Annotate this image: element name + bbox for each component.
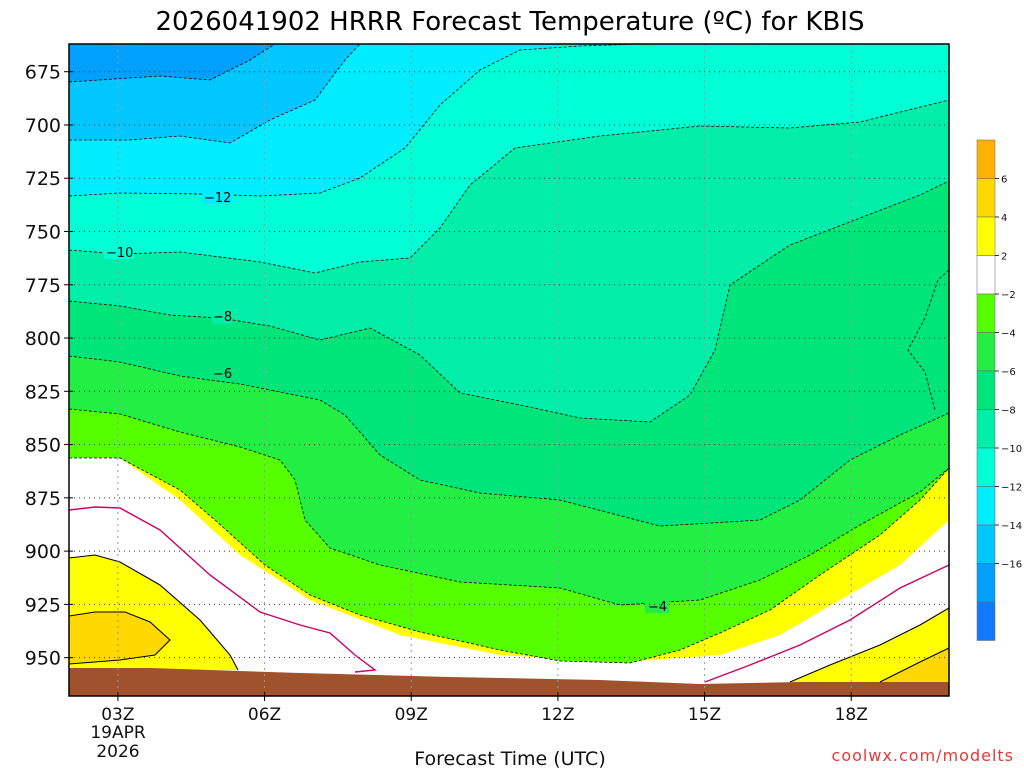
colorbar-label: −4 (1001, 329, 1016, 340)
contour-label-minus6: −6 (213, 367, 232, 382)
y-tick-label: 775 (25, 275, 61, 297)
colorbar-label: 6 (1001, 175, 1007, 186)
colorbar-swatch (976, 486, 996, 526)
y-tick-label: 825 (25, 381, 61, 403)
y-axis: 675 700 725 750 775 800 825 850 875 900 925 950 (25, 62, 73, 670)
contour-4-left (69, 611, 171, 665)
colorbar-label: −16 (1001, 560, 1022, 571)
contour-minus8-right (907, 269, 949, 411)
x-tick-label: 18Z (835, 705, 868, 725)
x-date-line1: 19APR (90, 723, 146, 743)
contour-label-minus12: −12 (204, 191, 231, 206)
colorbar-swatch (976, 563, 996, 603)
dashed-contours (69, 44, 949, 664)
contour-2-left (69, 554, 239, 671)
colorbar: 6 4 2 −2 −4 −6 −8 −10 −12 −14 −16 (976, 139, 1022, 641)
y-tick-label: 675 (25, 62, 61, 84)
y-tick-label: 875 (25, 488, 61, 510)
contour-labels: −12 −10 −8 −6 −4 (104, 190, 669, 615)
x-tick-label: 03Z (101, 705, 134, 725)
y-tick-label: 925 (25, 594, 61, 616)
colorbar-swatch (976, 409, 996, 449)
y-tick-label: 800 (25, 328, 61, 350)
colorbar-label: −14 (1001, 521, 1022, 532)
band-minus2-to-2 (69, 458, 949, 696)
colorbar-label: −6 (1001, 367, 1016, 378)
x-tick-label: 06Z (248, 705, 281, 725)
colorbar-swatch (976, 370, 996, 410)
x-tick-label: 12Z (541, 705, 574, 725)
y-tick-label: 750 (25, 222, 61, 244)
x-tick-label: 15Z (688, 705, 721, 725)
colorbar-swatch (976, 332, 996, 372)
band-minus16-to-minus18 (69, 44, 275, 82)
ground (69, 668, 949, 696)
x-date-line2: 2026 (96, 742, 139, 762)
colorbar-swatch (976, 255, 996, 295)
solid-contours (69, 554, 949, 683)
colorbar-swatch (976, 216, 996, 256)
x-axis: 03Z 06Z 09Z 12Z 15Z 18Z (101, 692, 868, 725)
y-tick-label: 700 (25, 115, 61, 137)
x-tick-label: 09Z (395, 705, 428, 725)
colorbar-label: −12 (1001, 483, 1022, 494)
contour-minus6 (69, 355, 949, 527)
contour-label-minus10: −10 (106, 246, 133, 261)
y-tick-label: 950 (25, 648, 61, 670)
colorbar-swatch (976, 524, 996, 564)
colorbar-label: −10 (1001, 444, 1022, 455)
colorbar-label: −8 (1001, 406, 1016, 417)
colorbar-swatch (976, 178, 996, 218)
contour-4-right (879, 647, 949, 683)
colorbar-swatch (976, 601, 996, 641)
y-tick-label: 725 (25, 168, 61, 190)
colorbar-swatch (976, 293, 996, 333)
grid (69, 44, 949, 696)
contour-2-right (789, 607, 949, 683)
band-4-to-6-left (69, 612, 170, 664)
contour-minus12 (69, 44, 641, 197)
band-4-to-6-right (880, 648, 949, 684)
contour-minus10 (69, 99, 949, 274)
contour-minus16 (69, 44, 276, 83)
colorbar-label: 2 (1001, 252, 1007, 263)
colorbar-swatch (976, 139, 996, 179)
colorbar-label: −2 (1001, 290, 1016, 301)
y-tick-label: 900 (25, 541, 61, 563)
colorbar-swatch (976, 447, 996, 487)
contour-label-minus8: −8 (213, 310, 232, 325)
freezing-line-right (704, 564, 949, 683)
contour-minus4 (69, 408, 949, 606)
band-2-to-4-right (790, 608, 949, 684)
colorbar-label: 4 (1001, 213, 1007, 224)
contour-minus2 (69, 457, 949, 664)
contour-label-minus4: −4 (648, 600, 667, 615)
chart-title: 2026041902 HRRR Forecast Temperature (ºC… (156, 7, 865, 37)
y-tick-label: 850 (25, 435, 61, 457)
freezing-line-left (69, 506, 377, 673)
plot-frame (68, 43, 950, 697)
credit-text: coolwx.com/modelts (832, 746, 1014, 765)
temperature-fill-layers (69, 44, 949, 696)
x-axis-label: Forecast Time (UTC) (414, 748, 605, 768)
freezing-lines (69, 506, 949, 683)
